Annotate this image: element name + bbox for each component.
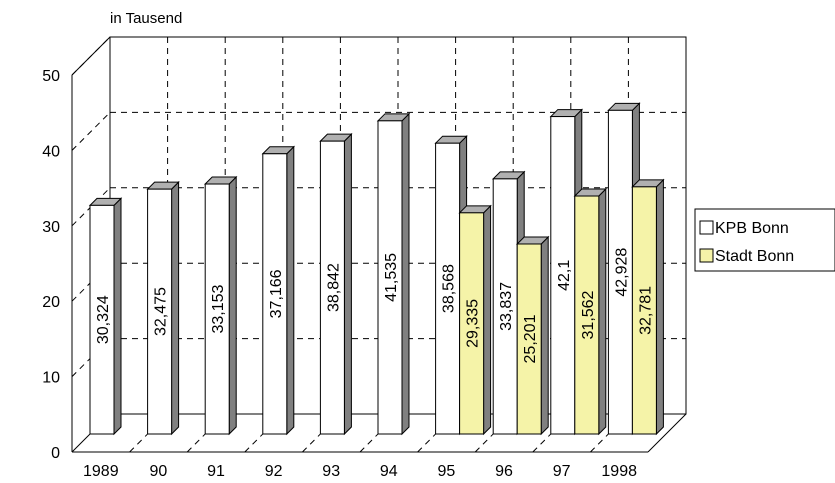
bar-kpb-bonn-front — [435, 142, 461, 435]
data-label: 42,928 — [613, 248, 630, 297]
bar-stadt-bonn-front — [459, 212, 485, 435]
x-tick-label: 93 — [322, 463, 340, 480]
bar-kpb-bonn: 32,475 — [146, 180, 180, 436]
x-tick-label: 90 — [150, 463, 168, 480]
bar-kpb-bonn-front — [147, 188, 173, 435]
bar-stadt-bonn-side — [655, 178, 664, 436]
bar-kpb-bonn-front — [377, 120, 403, 435]
bar-kpb-bonn-front — [319, 140, 345, 435]
bar-kpb-bonn: 41,535 — [376, 112, 411, 436]
bar-kpb-bonn-side — [343, 132, 352, 436]
data-label: 37,166 — [268, 269, 285, 318]
bar-stadt-bonn: 25,201 — [515, 235, 550, 436]
unit-label: in Tausend — [110, 10, 182, 27]
bar-kpb-bonn-side — [286, 145, 295, 436]
bars: 30,324 32,475 33,153 37,166 38,842 41,535 38,5… — [88, 102, 665, 436]
data-label: 32,781 — [637, 286, 654, 335]
data-label: 29,335 — [465, 299, 482, 348]
y-axis: 0 10 20 30 40 50 — [42, 68, 60, 462]
bar-kpb-bonn-front — [550, 116, 576, 435]
legend-swatch — [699, 220, 714, 235]
bar-kpb-bonn-side — [228, 175, 237, 436]
bar-kpb-bonn: 37,166 — [261, 145, 296, 436]
gridline-side — [71, 112, 111, 151]
data-label: 38,842 — [325, 263, 342, 312]
y-tick-label: 0 — [51, 445, 60, 462]
x-axis: 1989 90 91 92 93 94 95 96 97 1998 — [83, 463, 637, 480]
x-tick-label: 95 — [438, 463, 456, 480]
x-tick-label: 97 — [553, 463, 571, 480]
bar-kpb-bonn-side — [171, 180, 180, 436]
data-label: 32,475 — [153, 287, 170, 336]
legend-swatch — [699, 248, 714, 263]
y-tick-label: 50 — [42, 68, 60, 85]
bar-kpb-bonn-side — [113, 197, 122, 436]
bar-stadt-bonn-side — [483, 204, 492, 436]
bar-stadt-bonn: 32,781 — [631, 178, 665, 436]
bar-stadt-bonn-side — [540, 235, 549, 436]
data-label: 42,1 — [556, 260, 573, 291]
y-tick-label: 40 — [42, 143, 60, 160]
data-label: 33,837 — [498, 282, 515, 331]
bar-kpb-bonn-front — [89, 204, 115, 435]
bar-kpb-bonn: 30,324 — [88, 197, 123, 436]
bar-kpb-bonn: 38,842 — [319, 132, 353, 436]
bar-kpb-bonn-front — [607, 109, 633, 435]
bar-kpb-bonn-front — [492, 178, 518, 435]
floor-right-edge — [647, 413, 687, 453]
legend: KPB Bonn Stadt Bonn — [694, 208, 835, 272]
y-tick-label: 10 — [42, 370, 60, 387]
bar-kpb-bonn-front — [262, 153, 288, 435]
data-label: 38,568 — [441, 264, 458, 313]
x-tick-label: 92 — [265, 463, 283, 480]
data-label: 31,562 — [580, 290, 597, 339]
gridline-side — [71, 36, 111, 76]
bar-kpb-bonn-side — [401, 112, 410, 436]
data-label: 25,201 — [522, 314, 539, 363]
x-tick-label: 94 — [380, 463, 398, 480]
x-tick-label: 1998 — [601, 463, 637, 480]
y-tick-label: 20 — [42, 294, 60, 311]
y-tick-label: 30 — [42, 219, 60, 236]
x-tick-label: 96 — [495, 463, 513, 480]
bar-stadt-bonn: 29,335 — [458, 204, 492, 436]
bar-stadt-bonn-front — [516, 243, 542, 435]
x-tick-label: 91 — [207, 463, 225, 480]
bar-stadt-bonn-front — [574, 195, 600, 435]
bar-stadt-bonn: 31,562 — [573, 187, 608, 436]
data-label: 30,324 — [95, 295, 112, 344]
legend-label: KPB Bonn — [715, 220, 789, 237]
bar-kpb-bonn-front — [204, 183, 230, 435]
bar-kpb-bonn: 33,153 — [203, 175, 238, 436]
bar-stadt-bonn-front — [631, 186, 657, 435]
legend-label: Stadt Bonn — [715, 248, 794, 265]
legend-box — [694, 208, 835, 272]
bar-stadt-bonn-side — [598, 187, 607, 436]
x-tick-label: 1989 — [83, 463, 119, 480]
data-label: 41,535 — [383, 253, 400, 302]
data-label: 33,153 — [210, 284, 227, 333]
